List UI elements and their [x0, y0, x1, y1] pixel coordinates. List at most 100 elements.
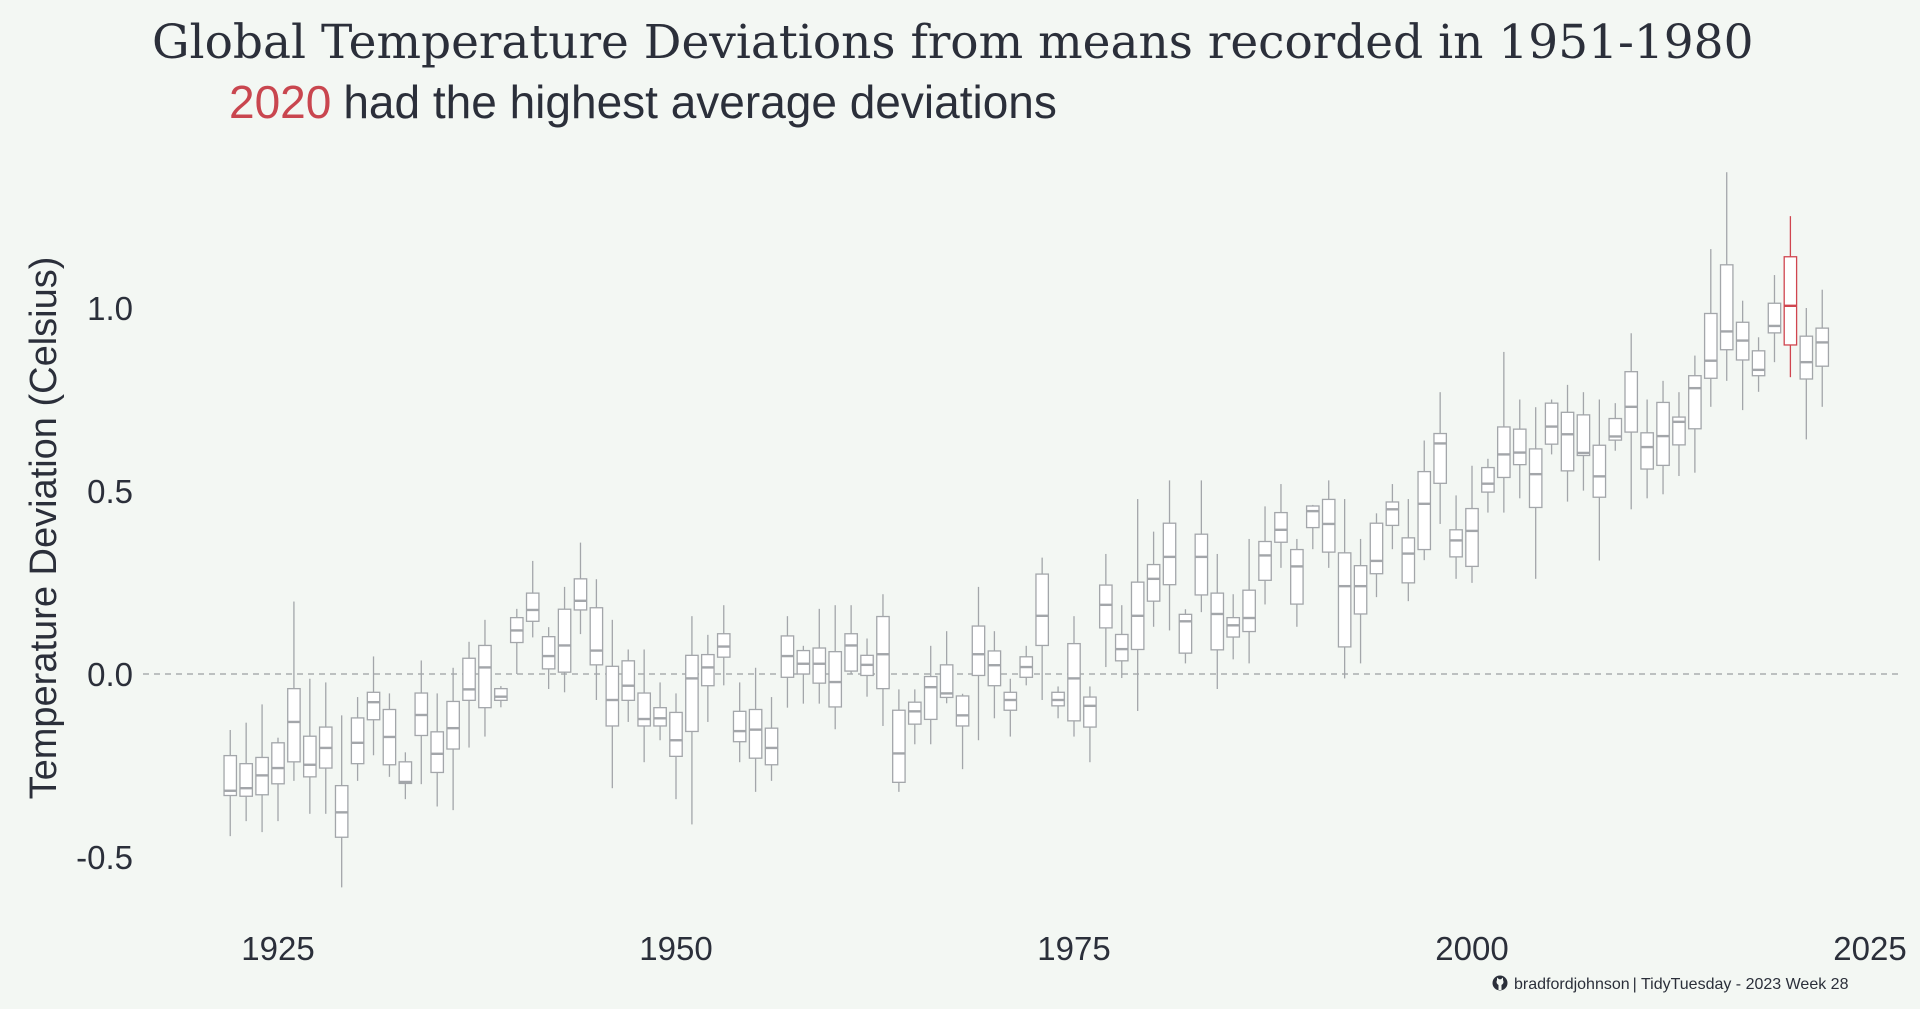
- caption-user: bradfordjohnson: [1514, 976, 1630, 993]
- box-1944: [573, 542, 588, 635]
- box-iqr: [1576, 414, 1591, 457]
- y-axis-label: Temperature Deviation (Celsius): [23, 257, 65, 800]
- box-1951: [685, 616, 699, 825]
- box-1945: [589, 579, 604, 700]
- y-tick-label: 1.0: [87, 290, 133, 327]
- box-1961: [844, 605, 858, 674]
- box-iqr: [1751, 350, 1766, 377]
- box-1993: [1353, 538, 1368, 664]
- box-1970: [987, 631, 1002, 719]
- box-1948: [637, 649, 652, 763]
- box-iqr: [971, 625, 986, 677]
- box-iqr: [812, 647, 827, 684]
- box-iqr: [1767, 302, 1782, 334]
- box-iqr: [1783, 256, 1798, 346]
- box-iqr: [1369, 522, 1384, 575]
- y-axis-ticks: -0.5 0.0 0.5 1.0: [76, 290, 133, 876]
- box-1976: [1083, 686, 1097, 763]
- box-iqr: [1353, 565, 1368, 615]
- box-iqr: [573, 578, 588, 611]
- box-iqr: [271, 742, 285, 785]
- box-iqr: [1114, 633, 1129, 662]
- box-iqr: [239, 763, 254, 797]
- box-iqr: [398, 761, 413, 785]
- box-iqr: [987, 650, 1002, 687]
- box-iqr: [1815, 327, 1830, 367]
- y-tick-label: 0.5: [87, 473, 133, 510]
- box-2020: [1783, 216, 1798, 378]
- box-1937: [462, 641, 476, 748]
- box-iqr: [366, 691, 381, 721]
- box-iqr: [907, 701, 922, 725]
- box-iqr: [1688, 375, 1702, 430]
- box-2000: [1465, 465, 1479, 583]
- box-iqr: [1178, 613, 1193, 654]
- box-1927: [302, 678, 317, 814]
- box-1959: [812, 608, 827, 704]
- chart-subtitle: 2020 had the highest average deviations: [229, 76, 1057, 128]
- box-1947: [621, 649, 636, 722]
- box-1962: [860, 638, 874, 697]
- box-iqr: [1274, 511, 1288, 543]
- box-1997: [1417, 440, 1432, 561]
- box-2015: [1703, 249, 1718, 407]
- chart-title: Global Temperature Deviations from means…: [152, 15, 1754, 70]
- box-2014: [1688, 355, 1702, 473]
- box-iqr: [637, 692, 652, 727]
- box-1938: [478, 619, 492, 737]
- box-1954: [732, 682, 747, 763]
- box-iqr: [1226, 616, 1241, 638]
- box-iqr: [589, 607, 604, 666]
- box-1973: [1035, 557, 1050, 700]
- box-iqr: [653, 707, 667, 727]
- box-1995: [1385, 484, 1400, 550]
- box-1996: [1401, 499, 1416, 602]
- caption: bradfordjohnson | TidyTuesday - 2023 Week…: [1492, 975, 1849, 993]
- box-2004: [1528, 407, 1543, 579]
- box-iqr: [478, 644, 492, 709]
- box-1991: [1321, 480, 1336, 568]
- box-iqr: [1385, 501, 1400, 527]
- box-iqr: [1481, 466, 1495, 493]
- box-1972: [1019, 645, 1034, 686]
- box-iqr: [700, 653, 715, 687]
- box-iqr: [541, 636, 556, 670]
- box-1958: [796, 645, 811, 704]
- box-iqr: [685, 654, 699, 733]
- box-iqr: [1194, 533, 1209, 596]
- box-iqr: [605, 665, 620, 727]
- box-1963: [876, 594, 890, 726]
- box-1977: [1098, 553, 1113, 668]
- box-1999: [1449, 495, 1463, 579]
- box-1922: [223, 729, 238, 837]
- box-iqr: [1417, 470, 1432, 551]
- box-iqr: [1162, 522, 1177, 586]
- y-tick-label: -0.5: [76, 839, 133, 876]
- x-tick-label: 1925: [241, 930, 314, 967]
- box-1975: [1067, 616, 1081, 737]
- box-2021: [1799, 308, 1814, 440]
- box-2010: [1624, 333, 1639, 510]
- box-1934: [414, 660, 429, 785]
- box-1988: [1274, 484, 1288, 568]
- box-iqr: [1465, 507, 1479, 568]
- box-iqr: [494, 687, 508, 702]
- box-1983: [1194, 480, 1209, 613]
- y-tick-label: 0.0: [87, 656, 133, 693]
- box-1987: [1258, 506, 1272, 605]
- box-1998: [1433, 392, 1448, 524]
- box-1955: [748, 667, 763, 792]
- box-1965: [907, 689, 922, 745]
- box-iqr: [462, 657, 476, 702]
- box-2008: [1592, 399, 1607, 561]
- box-1931: [366, 656, 381, 756]
- box-iqr: [1799, 335, 1814, 380]
- box-iqr: [1528, 448, 1543, 509]
- box-1982: [1178, 609, 1193, 664]
- svg-text:bradfordjohnson| TidyTuesday -: bradfordjohnson | TidyTuesday - 2023 Week…: [1514, 976, 1849, 993]
- box-1946: [605, 619, 620, 789]
- box-1924: [255, 704, 269, 833]
- box-1966: [923, 645, 938, 745]
- box-iqr: [1242, 589, 1256, 633]
- box-iqr: [1544, 402, 1559, 445]
